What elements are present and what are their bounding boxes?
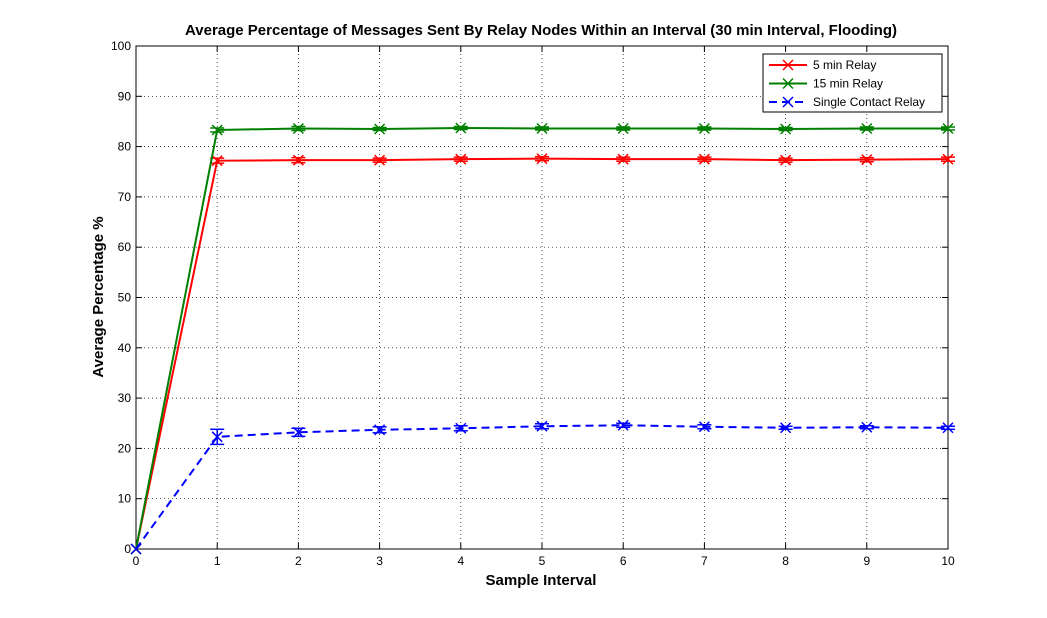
data-point — [130, 543, 142, 555]
data-point — [374, 154, 386, 166]
x-tick-label: 1 — [214, 554, 221, 568]
y-tick-label: 70 — [118, 190, 132, 204]
data-point — [211, 155, 223, 167]
data-point — [536, 153, 548, 165]
data-point — [292, 154, 304, 166]
y-tick-label: 20 — [118, 441, 132, 455]
legend-entry-5-min-relay: 5 min Relay — [769, 58, 876, 72]
y-tick-label: 80 — [118, 140, 132, 154]
data-point — [617, 419, 629, 431]
legend: 5 min Relay 15 min Relay Single Contact Re… — [762, 53, 943, 113]
legend-entry-15-min-relay: 15 min Relay — [769, 77, 883, 91]
x-tick-label: 2 — [295, 554, 302, 568]
data-point — [861, 421, 873, 433]
legend-marker — [782, 77, 794, 90]
data-point — [942, 122, 954, 135]
chart-title: Average Percentage of Messages Sent By R… — [185, 22, 897, 39]
data-point — [698, 153, 710, 165]
data-point — [780, 154, 792, 166]
data-point — [211, 431, 223, 443]
data-point — [698, 421, 710, 433]
data-point — [374, 424, 386, 436]
data-point — [698, 122, 710, 135]
series-layer — [130, 122, 955, 555]
x-tick-label: 4 — [457, 554, 464, 568]
y-tick-label: 90 — [118, 89, 132, 103]
legend-label: 5 min Relay — [813, 58, 876, 72]
series-15-min-relay — [130, 122, 955, 555]
data-point — [861, 154, 873, 166]
y-tick-label: 60 — [118, 240, 132, 254]
data-point — [942, 422, 954, 434]
data-point — [374, 123, 386, 135]
y-tick-label: 10 — [118, 492, 132, 506]
x-tick-label: 10 — [941, 554, 955, 568]
data-point — [455, 153, 467, 165]
legend-marker — [782, 96, 794, 108]
data-point — [536, 122, 548, 135]
y-tick-label: 50 — [118, 291, 132, 305]
x-tick-label: 8 — [782, 554, 789, 568]
x-tick-label: 6 — [620, 554, 627, 568]
x-tick-label: 9 — [863, 554, 870, 568]
y-tick-label: 0 — [124, 542, 131, 556]
legend-entry-single-contact-relay: Single Contact Relay — [769, 95, 925, 109]
data-point — [292, 426, 304, 438]
x-tick-label: 0 — [133, 554, 140, 568]
x-tick-label: 3 — [376, 554, 383, 568]
data-point — [780, 123, 792, 135]
data-point — [617, 122, 629, 135]
legend-marker — [782, 59, 794, 71]
y-tick-label: 100 — [111, 39, 131, 53]
x-tick-label: 5 — [539, 554, 546, 568]
legend-label: 15 min Relay — [813, 77, 883, 91]
x-axis-label: Sample Interval — [486, 572, 597, 589]
data-point — [861, 122, 873, 135]
data-point — [780, 422, 792, 434]
series-single-contact-relay — [130, 419, 955, 555]
x-tick-label: 7 — [701, 554, 708, 568]
y-tick-label: 30 — [118, 391, 132, 405]
data-point — [455, 422, 467, 434]
y-tick-label: 40 — [118, 341, 132, 355]
y-axis-label: Average Percentage % — [90, 216, 107, 377]
data-point — [455, 122, 467, 134]
data-point — [536, 420, 548, 432]
legend-label: Single Contact Relay — [813, 95, 925, 109]
series-line-single-contact-relay — [135, 424, 949, 550]
data-point — [211, 124, 223, 136]
data-point — [617, 153, 629, 165]
data-point — [292, 122, 304, 135]
data-point — [942, 153, 954, 165]
